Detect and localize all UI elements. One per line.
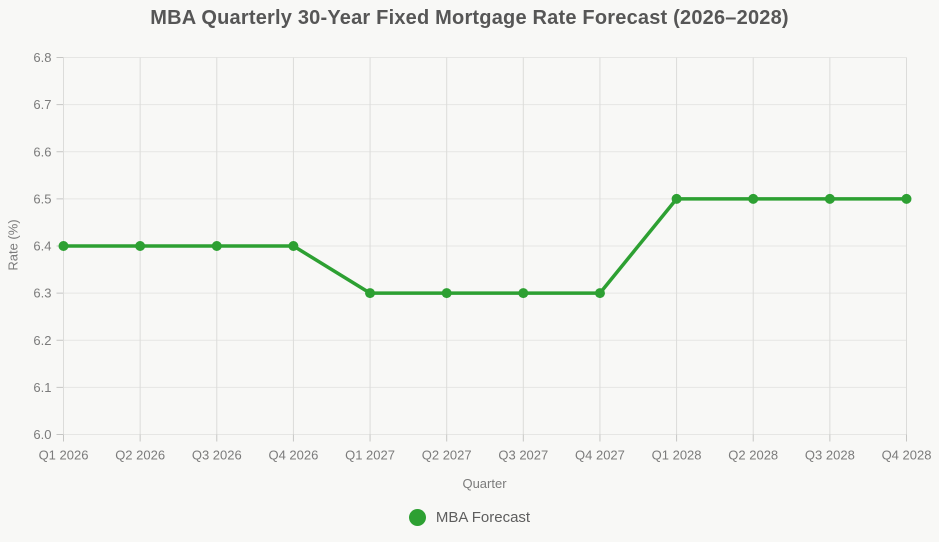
data-point[interactable] xyxy=(594,288,605,299)
data-point[interactable] xyxy=(441,288,452,299)
x-axis-tick-label: Q1 2027 xyxy=(345,448,395,463)
data-point[interactable] xyxy=(135,241,146,251)
x-axis-tick-label: Q1 2026 xyxy=(39,448,89,463)
y-axis-tick-label: 6.4 xyxy=(33,239,51,254)
y-axis-tick-label: 6.8 xyxy=(33,50,51,65)
forecast-line xyxy=(61,197,909,295)
x-axis-title: Quarter xyxy=(462,476,507,491)
x-axis-tick-label: Q3 2027 xyxy=(498,448,548,463)
chart-title: MBA Quarterly 30-Year Fixed Mortgage Rat… xyxy=(150,7,789,29)
data-point[interactable] xyxy=(901,193,912,204)
y-axis-tick-label: 6.2 xyxy=(33,333,51,348)
legend-label: MBA Forecast xyxy=(435,509,531,526)
legend-marker-icon xyxy=(408,509,426,526)
data-point[interactable] xyxy=(748,193,759,204)
y-axis-tick-label: 6.0 xyxy=(33,427,51,442)
data-point[interactable] xyxy=(288,241,299,251)
x-axis-tick-label: Q2 2027 xyxy=(422,448,472,463)
data-point[interactable] xyxy=(518,288,529,299)
x-axis-tick-label: Q2 2028 xyxy=(728,448,778,463)
x-axis-tick-label: Q3 2026 xyxy=(192,448,242,463)
y-axis-tick-label: 6.3 xyxy=(33,286,51,301)
data-point[interactable] xyxy=(58,241,69,251)
data-point[interactable] xyxy=(365,288,376,299)
data-point[interactable] xyxy=(824,193,835,204)
data-point[interactable] xyxy=(211,241,222,251)
x-axis-tick-label: Q4 2027 xyxy=(575,448,625,463)
x-axis-tick-label: Q1 2028 xyxy=(652,448,702,463)
x-axis-tick-label: Q4 2026 xyxy=(268,448,318,463)
y-axis-tick-label: 6.6 xyxy=(33,144,51,159)
x-axis-tick-label: Q4 2028 xyxy=(882,448,932,463)
y-axis-tick-label: 6.5 xyxy=(33,191,51,206)
x-axis-tick-label: Q2 2026 xyxy=(115,448,165,463)
y-axis-tick-label: 6.7 xyxy=(33,97,51,112)
data-point[interactable] xyxy=(671,193,682,204)
y-axis-title: Rate (%) xyxy=(5,219,21,271)
legend-item-mba-forecast[interactable]: MBA Forecast xyxy=(0,509,939,526)
y-axis-tick-label: 6.1 xyxy=(33,380,51,395)
x-axis-tick-label: Q3 2028 xyxy=(805,448,855,463)
